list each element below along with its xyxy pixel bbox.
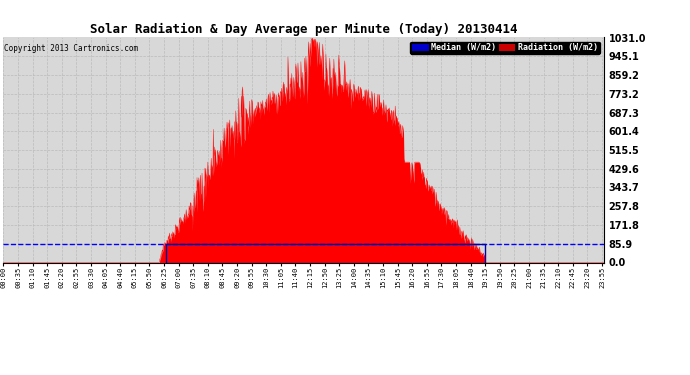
Bar: [166, 244, 485, 262]
Title: Solar Radiation & Day Average per Minute (Today) 20130414: Solar Radiation & Day Average per Minute…: [90, 23, 518, 36]
Legend: Median (W/m2), Radiation (W/m2): Median (W/m2), Radiation (W/m2): [411, 42, 600, 54]
Text: Copyright 2013 Cartronics.com: Copyright 2013 Cartronics.com: [4, 44, 138, 53]
